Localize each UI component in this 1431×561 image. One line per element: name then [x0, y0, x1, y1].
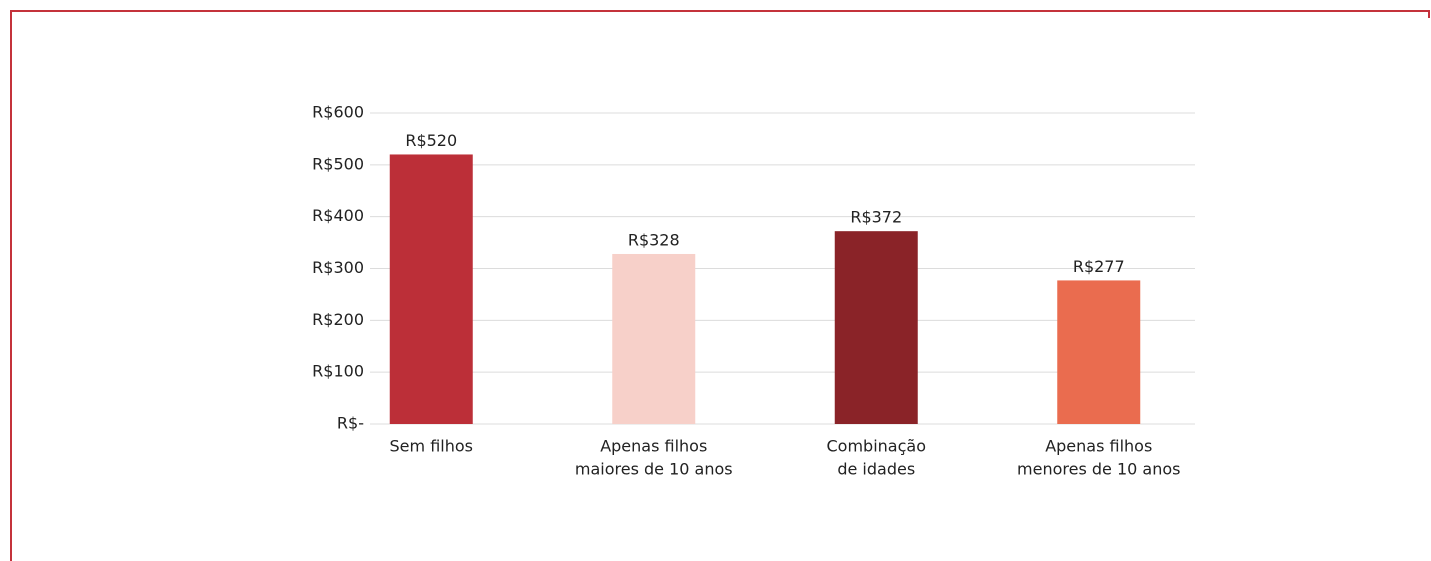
bar [1057, 280, 1141, 424]
x-tick-label: Sem filhos [390, 437, 473, 456]
data-label: R$372 [850, 208, 902, 227]
x-tick-label: Apenas filhos [1045, 437, 1152, 456]
x-tick-label: maiores de 10 anos [575, 460, 733, 479]
x-tick-label: de idades [837, 460, 915, 479]
frame [10, 10, 1430, 561]
y-tick-label: R$500 [312, 154, 364, 173]
x-tick-label: menores de 10 anos [1017, 460, 1180, 479]
y-tick-label: R$100 [312, 362, 364, 381]
y-tick-label: R$- [337, 414, 364, 433]
x-tick-label: Combinação [827, 437, 926, 456]
bar [389, 154, 473, 424]
y-tick-label: R$400 [312, 206, 364, 225]
data-label: R$277 [1073, 257, 1125, 276]
bar [834, 231, 918, 424]
y-tick-label: R$600 [312, 103, 364, 122]
data-label: R$328 [628, 230, 680, 249]
bar [612, 253, 696, 424]
y-tick-label: R$200 [312, 310, 364, 329]
y-tick-label: R$300 [312, 258, 364, 277]
data-label: R$520 [405, 131, 457, 150]
x-tick-label: Apenas filhos [600, 437, 707, 456]
